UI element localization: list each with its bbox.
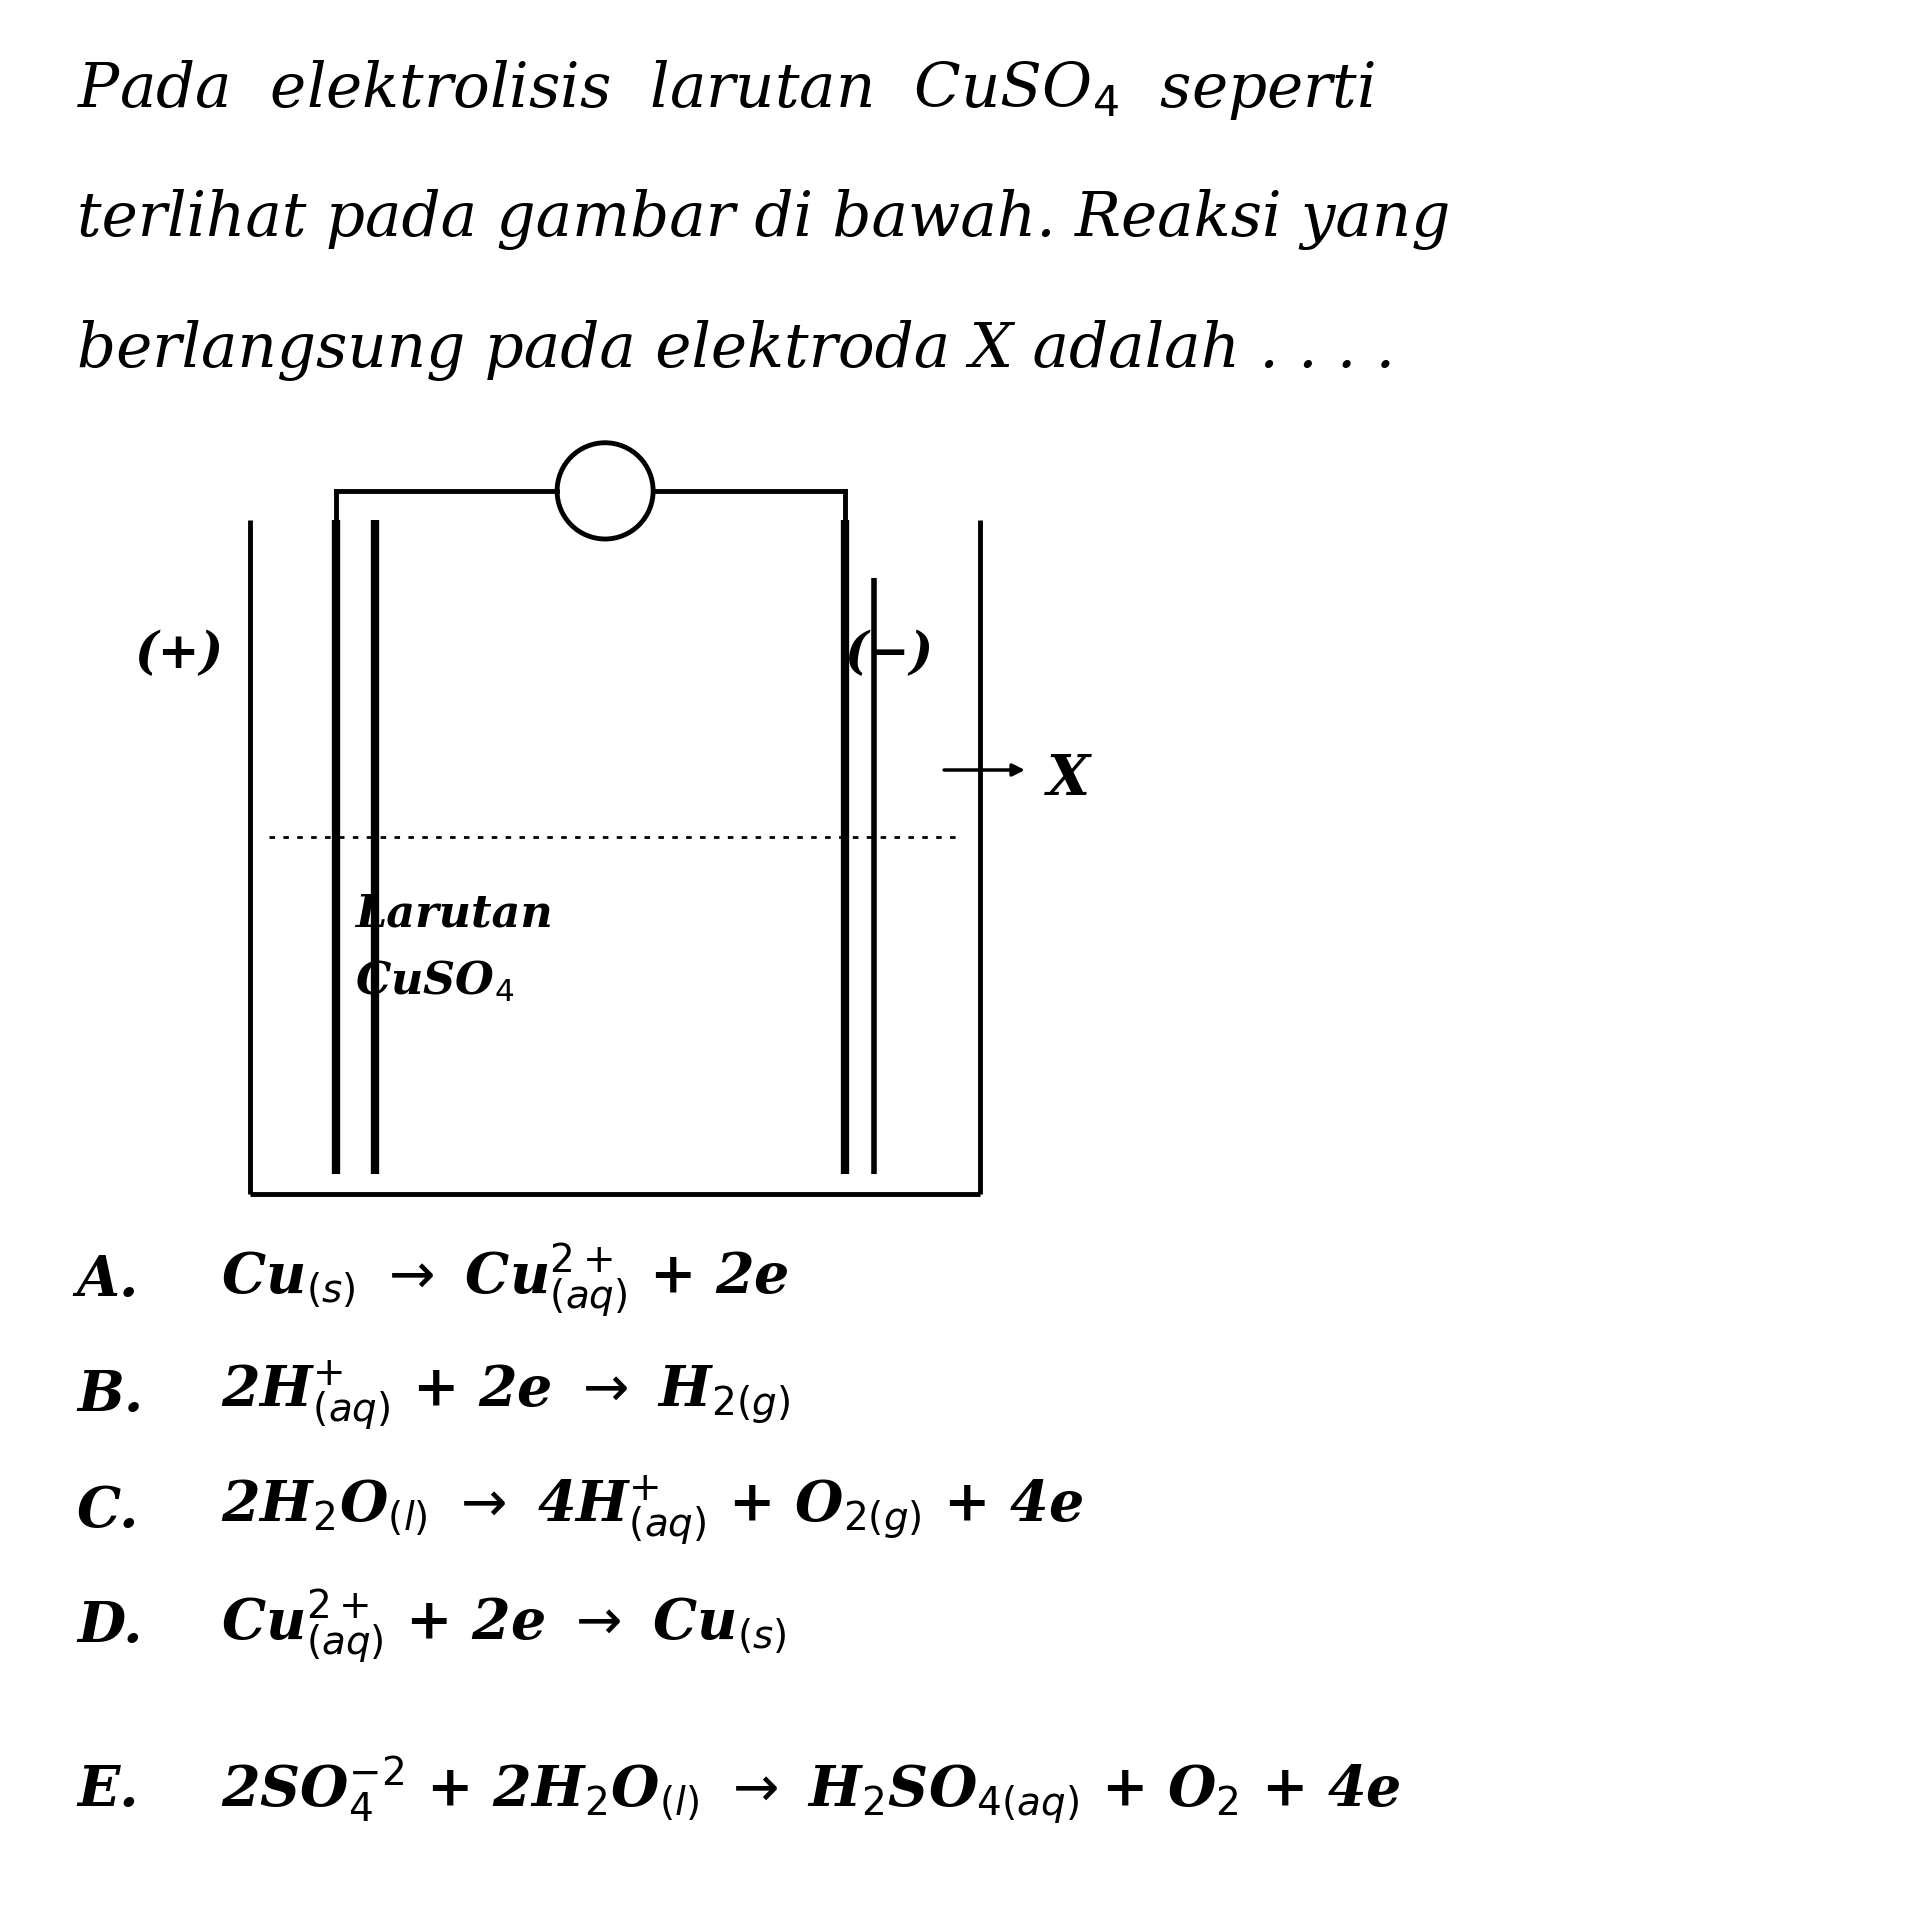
Text: 2SO$_4^{-2}$ + 2H$_2$O$_{(l)}$ $\rightarrow$ H$_2$SO$_{4(aq)}$ + O$_2$ + 4e: 2SO$_4^{-2}$ + 2H$_2$O$_{(l)}$ $\rightar… <box>221 1754 1400 1827</box>
Text: Cu$_{(s)}$ $\rightarrow$ Cu$^{2+}_{(aq)}$ + 2e: Cu$_{(s)}$ $\rightarrow$ Cu$^{2+}_{(aq)}… <box>221 1240 790 1321</box>
Text: CuSO$_4$: CuSO$_4$ <box>355 959 515 1005</box>
Text: berlangsung pada elektroda X adalah . . . .: berlangsung pada elektroda X adalah . . … <box>77 320 1395 381</box>
Text: B.: B. <box>77 1369 142 1423</box>
Text: E.: E. <box>77 1763 138 1817</box>
Text: 2H$^{+}_{(aq)}$ + 2e $\rightarrow$ H$_{2(g)}$: 2H$^{+}_{(aq)}$ + 2e $\rightarrow$ H$_{2… <box>221 1359 790 1432</box>
Text: X: X <box>1047 753 1089 807</box>
Text: D.: D. <box>77 1600 142 1654</box>
Text: A.: A. <box>77 1253 138 1307</box>
Text: (+): (+) <box>134 629 223 680</box>
Text: C.: C. <box>77 1484 140 1538</box>
Text: Larutan: Larutan <box>355 893 553 936</box>
Text: Pada  elektrolisis  larutan  CuSO$_4$  seperti: Pada elektrolisis larutan CuSO$_4$ seper… <box>77 58 1375 121</box>
Text: terlihat pada gambar di bawah. Reaksi yang: terlihat pada gambar di bawah. Reaksi ya… <box>77 189 1450 250</box>
Text: Cu$^{2+}_{(aq)}$ + 2e $\rightarrow$ Cu$_{(s)}$: Cu$^{2+}_{(aq)}$ + 2e $\rightarrow$ Cu$_… <box>221 1586 786 1667</box>
Text: 2H$_2$O$_{(l)}$ $\rightarrow$ 4H$^{+}_{(aq)}$ + O$_{2(g)}$ + 4e: 2H$_2$O$_{(l)}$ $\rightarrow$ 4H$^{+}_{(… <box>221 1475 1083 1548</box>
Text: (−): (−) <box>845 629 934 680</box>
